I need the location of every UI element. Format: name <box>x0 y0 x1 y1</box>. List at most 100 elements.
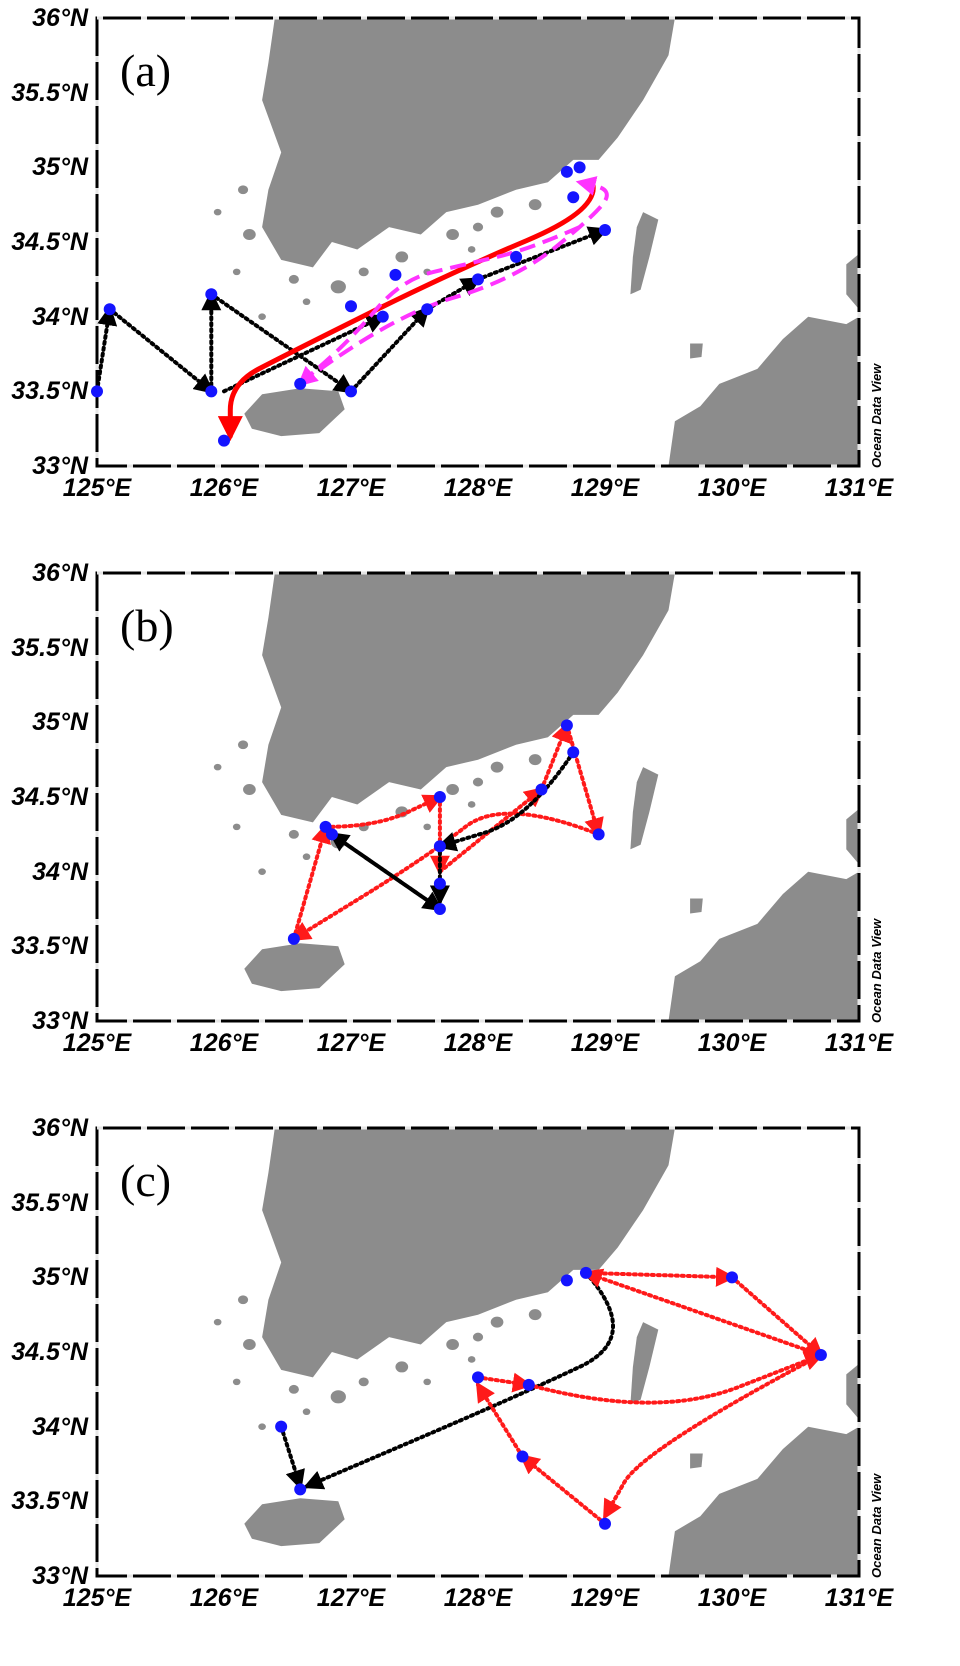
lat-tick-label: 34.5°N <box>11 228 88 256</box>
islet <box>302 853 311 861</box>
route-black-dot <box>95 305 118 394</box>
lon-tick-label: 126°E <box>189 1029 259 1057</box>
lat-tick-label: 33°N <box>32 452 88 480</box>
land-tsushima <box>630 1322 659 1405</box>
ocean-data-view-credit: Ocean Data View <box>869 363 884 468</box>
islet <box>472 222 484 232</box>
route-red-dot <box>475 1381 525 1459</box>
land-iki <box>690 343 703 359</box>
land-honshu_tip <box>846 253 859 310</box>
route-black-dot <box>436 750 576 852</box>
station-marker <box>472 273 484 286</box>
islet <box>395 251 409 263</box>
islet <box>237 1295 249 1305</box>
lon-tick-label: 131°E <box>824 1029 894 1057</box>
ocean-data-view-credit: Ocean Data View <box>869 1473 884 1578</box>
land-tsushima <box>630 212 659 295</box>
lon-tick-label: 125°E <box>62 474 132 502</box>
islet <box>467 801 476 808</box>
map-panel-a: 36°N 35.5°N 35°N 34.5°N 34°N 33.5°N 33°N 125°E 1… <box>0 0 960 555</box>
land-korea <box>262 18 675 268</box>
map-svg <box>95 1126 861 1578</box>
islet <box>243 784 256 796</box>
route-magenta-dash <box>298 176 609 386</box>
map-panel-b: 36°N 35.5°N 35°N 34.5°N 34°N 33.5°N 33°N 125°E 1… <box>0 555 960 1110</box>
lat-tick-label: 33.5°N <box>11 377 88 406</box>
islet <box>423 823 432 831</box>
islet <box>490 761 504 773</box>
islet <box>446 229 459 241</box>
land-honshu_tip <box>846 808 859 865</box>
route-red-dot <box>582 1268 823 1357</box>
islet <box>302 1408 311 1416</box>
route-red-dot <box>564 723 604 839</box>
islet <box>330 1390 346 1404</box>
lat-tick-label: 36°N <box>32 4 88 32</box>
land-jeju <box>244 388 345 437</box>
lat-tick-label: 36°N <box>32 1114 88 1142</box>
islet <box>288 274 299 284</box>
ocean-data-view-credit: Ocean Data View <box>869 918 884 1023</box>
lat-tick-label: 34.5°N <box>11 783 88 811</box>
lat-tick-label: 33.5°N <box>11 932 88 961</box>
land-iki <box>690 1453 703 1469</box>
route-red-dot <box>583 1266 736 1287</box>
islet <box>258 1423 266 1430</box>
lat-tick-label: 35.5°N <box>11 1188 88 1217</box>
islet <box>243 1339 256 1351</box>
map-panel-c: 36°N 35.5°N 35°N 34.5°N 34°N 33.5°N 33°N 125°E 1… <box>0 1110 960 1665</box>
lon-tick-label: 131°E <box>824 474 894 502</box>
route-magenta-dash <box>297 225 581 387</box>
lon-tick-label: 127°E <box>316 1029 386 1057</box>
panel-letter: (b) <box>120 600 174 651</box>
islet <box>213 1318 222 1326</box>
station-marker <box>599 1517 611 1530</box>
route-black-dot <box>107 307 215 394</box>
station-marker <box>579 1266 592 1279</box>
station-marker <box>433 791 446 803</box>
station-marker <box>535 783 548 796</box>
lat-tick-label: 36°N <box>32 559 88 587</box>
route-black-dot <box>279 1424 305 1491</box>
lat-tick-label: 35.5°N <box>11 633 88 662</box>
land-kyushu <box>668 316 859 466</box>
land-jeju <box>244 1498 345 1547</box>
route-red-dot <box>323 794 444 829</box>
station-marker <box>205 288 218 301</box>
route-red-dot <box>290 811 601 941</box>
islet <box>472 777 484 787</box>
station-marker <box>814 1348 827 1361</box>
land-tsushima <box>630 767 659 850</box>
lon-tick-label: 129°E <box>570 474 640 502</box>
islet <box>528 1309 542 1321</box>
islet <box>446 1339 459 1351</box>
islet <box>467 246 476 253</box>
station-marker <box>325 828 338 841</box>
lat-tick-label: 33°N <box>32 1007 88 1035</box>
lat-tick-label: 34°N <box>32 302 88 331</box>
islet <box>213 763 222 771</box>
station-marker <box>287 932 300 945</box>
islet <box>358 1377 369 1387</box>
lon-tick-label: 128°E <box>443 1584 513 1612</box>
station-marker <box>592 828 605 841</box>
lon-tick-label: 130°E <box>697 1584 767 1612</box>
station-marker <box>294 377 307 390</box>
lon-tick-label: 130°E <box>697 474 767 502</box>
lon-tick-label: 127°E <box>316 474 386 502</box>
station-marker <box>567 191 580 204</box>
station-marker <box>560 165 573 178</box>
map-frame <box>95 571 861 1023</box>
lon-tick-label: 131°E <box>824 1584 894 1612</box>
route-red-dot <box>539 721 571 792</box>
station-marker <box>510 250 523 263</box>
route-black-dot <box>302 1270 615 1490</box>
station-marker <box>294 1483 307 1496</box>
station-marker <box>275 1420 288 1433</box>
islet <box>395 1361 409 1373</box>
islet <box>490 1316 504 1328</box>
station-marker <box>345 300 357 313</box>
islet <box>528 754 542 766</box>
lon-tick-label: 129°E <box>570 1029 640 1057</box>
station-marker <box>599 224 611 237</box>
